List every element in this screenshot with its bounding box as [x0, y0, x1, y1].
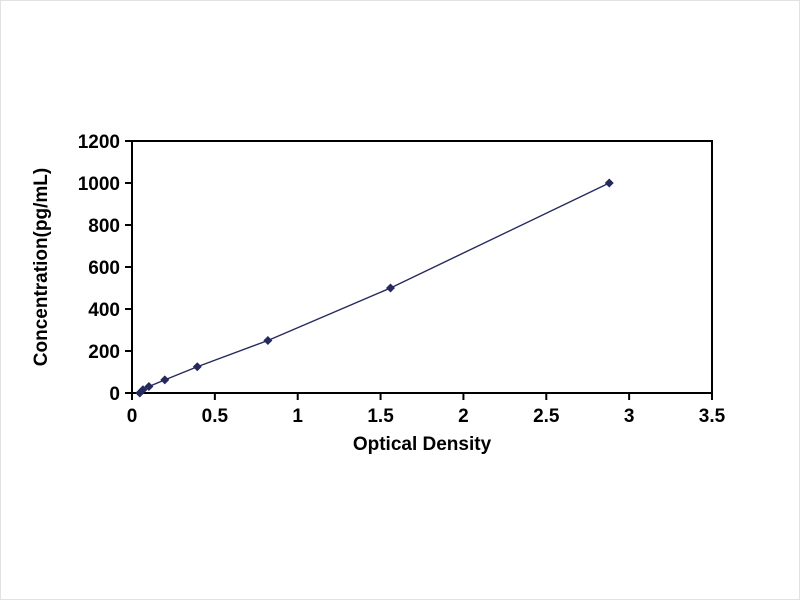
curve-line	[139, 182, 610, 394]
data-point-marker	[192, 362, 202, 372]
x-tick-label: 3	[624, 406, 635, 427]
y-axis-title: Concentration(pg/mL)	[31, 168, 52, 366]
y-tick-label: 0	[109, 384, 120, 405]
x-tick-label: 2	[458, 406, 469, 427]
x-tick-label: 3.5	[699, 406, 726, 427]
x-tick-label: 0.5	[202, 406, 229, 427]
x-tick-label: 2.5	[533, 406, 560, 427]
y-tick-label: 600	[88, 258, 120, 279]
y-tick-label: 1200	[78, 132, 120, 153]
data-point-marker	[138, 385, 148, 395]
x-tick-label: 1.5	[367, 406, 394, 427]
data-point-marker	[144, 381, 154, 391]
data-point-marker	[386, 283, 396, 293]
x-tick-label: 0	[127, 406, 138, 427]
y-tick-label: 800	[88, 216, 120, 237]
y-tick-label: 200	[88, 342, 120, 363]
data-point-marker	[604, 178, 614, 188]
plot-frame	[131, 140, 713, 394]
x-axis-title: Optical Density	[353, 434, 492, 455]
x-tick-label: 1	[292, 406, 303, 427]
data-point-marker	[263, 336, 273, 345]
y-tick-label: 400	[88, 300, 120, 321]
y-tick-label: 1000	[78, 174, 120, 195]
data-point-marker	[160, 375, 170, 385]
